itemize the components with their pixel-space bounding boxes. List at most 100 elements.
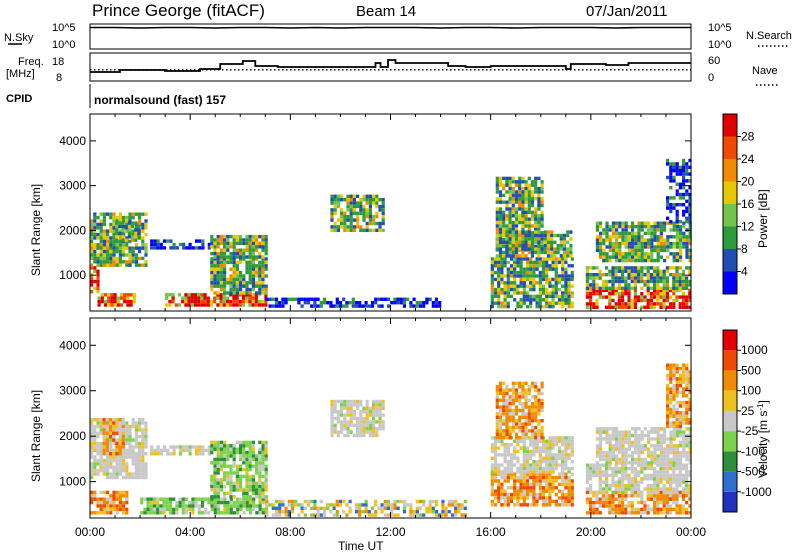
- power-cell-region-8: [434, 304, 439, 308]
- velocity-cell-region-5: [216, 464, 220, 468]
- velocity-cell-region-5: [219, 484, 223, 489]
- velocity-cell-region-7: [375, 420, 379, 424]
- velocity-cell-region-12: [678, 480, 682, 484]
- power-cell-region-0: [96, 276, 100, 280]
- power-cell-region-14: [656, 269, 660, 273]
- power-cell-region-11: [557, 260, 562, 265]
- velocity-cell-region-11: [617, 511, 621, 515]
- velocity-cell-region-6: [409, 506, 413, 510]
- velocity-cell-region-5: [261, 474, 265, 479]
- power-cell-region-14: [665, 283, 669, 287]
- power-cell-region-9: [356, 221, 360, 226]
- velocity-cell-region-7: [359, 430, 363, 434]
- power-cell-region-11: [519, 257, 523, 261]
- power-cell-region-11: [548, 291, 552, 295]
- power-cell-region-14: [662, 273, 666, 277]
- power-cell-region-15: [611, 241, 615, 246]
- velocity-cell-region-8: [490, 486, 494, 490]
- velocity-cell-region-6: [374, 513, 378, 517]
- velocity-cell-region-13: [634, 457, 638, 462]
- power-cell-region-11: [522, 291, 526, 295]
- power-cell-region-10: [530, 193, 535, 198]
- velocity-cell-region-8: [532, 499, 536, 504]
- power-cell-region-15: [688, 258, 692, 263]
- velocity-cell-region-12: [643, 477, 647, 481]
- velocity-cell-region-11: [656, 504, 660, 508]
- power-cell-region-13: [675, 298, 679, 303]
- velocity-cell-region-2: [118, 428, 122, 432]
- power-cell-region-10: [527, 200, 531, 204]
- velocity-cell-region-11: [630, 494, 634, 498]
- velocity-cell-region-1: [125, 465, 129, 469]
- power-cell-region-3: [124, 238, 128, 242]
- velocity-cell-region-13: [599, 427, 603, 431]
- velocity-cell-region-1: [93, 431, 97, 435]
- velocity-cell-region-8: [497, 486, 501, 490]
- velocity-cell-region-4: [239, 497, 243, 501]
- velocity-cell-region-11: [675, 497, 679, 501]
- velocity-cell-region-10: [505, 385, 509, 389]
- power-cell-region-1: [112, 239, 116, 244]
- velocity-cell-region-4: [165, 507, 169, 512]
- power-cell-region-15: [615, 235, 619, 239]
- power-cell-region-11: [522, 267, 526, 271]
- power-cell-region-6: [255, 291, 259, 295]
- velocity-cell-region-11: [601, 494, 605, 498]
- power-cell-region-12: [550, 250, 554, 255]
- velocity-cell-region-10: [505, 419, 509, 423]
- velocity-cell-region-11: [624, 497, 628, 501]
- velocity-cell-region-7: [365, 430, 369, 434]
- velocity-cell-region-5: [258, 447, 262, 451]
- velocity-cell-region-5: [261, 495, 265, 499]
- power-cell-region-9: [372, 215, 376, 219]
- power-cell-region-5: [213, 299, 217, 304]
- velocity-cell-region-7: [368, 406, 372, 410]
- power-cell-region-14: [627, 266, 631, 270]
- velocity-cell-region-0: [125, 511, 129, 515]
- power-cell-region-7: [213, 241, 217, 246]
- velocity-cell-region-7: [349, 430, 353, 434]
- velocity-cell-region-8: [567, 489, 571, 493]
- power-cell-region-14: [640, 273, 644, 277]
- power-cell-region-9: [381, 221, 385, 226]
- power-cell-region-5: [171, 299, 175, 304]
- power-cell-region-12: [498, 237, 503, 241]
- power-cell-region-12: [559, 244, 563, 248]
- power-cell-region-7: [248, 255, 252, 259]
- velocity-cell-region-10: [530, 425, 535, 430]
- velocity-cell-region-8: [490, 475, 494, 480]
- velocity-cell-region-8: [551, 489, 555, 493]
- power-cell-region-12: [537, 244, 541, 248]
- power-cell-region-15: [647, 255, 651, 259]
- power-cell-region-16: [675, 169, 679, 173]
- power-cell-region-15: [647, 241, 651, 246]
- power-cell-region-1: [122, 249, 126, 254]
- power-cell-region-1: [93, 232, 97, 237]
- power-cell-region-11: [490, 274, 494, 278]
- power-y-axis-label: Slant Range [km]: [29, 184, 43, 276]
- velocity-cell-region-10: [498, 405, 503, 409]
- power-cell-region-10: [495, 186, 499, 191]
- power-cell-region-15: [611, 231, 615, 236]
- velocity-cell-region-8: [503, 472, 507, 476]
- velocity-cell-region-13: [631, 457, 635, 462]
- power-cell-region-10: [534, 180, 538, 184]
- velocity-cell-region-12: [643, 466, 647, 471]
- power-cell-region-13: [624, 305, 628, 309]
- velocity-cell-region-5: [245, 474, 249, 479]
- power-cell-region-5: [193, 303, 198, 307]
- velocity-cell-region-11: [662, 497, 666, 501]
- power-cell-region-2: [129, 299, 133, 304]
- power-cell-region-11: [538, 260, 542, 265]
- power-cell-region-11: [541, 274, 546, 278]
- velocity-cell-region-3: [182, 445, 186, 449]
- velocity-cell-region-12: [608, 463, 612, 467]
- power-cell-region-12: [530, 237, 535, 241]
- power-cell-region-9: [368, 204, 372, 209]
- velocity-cell-region-4: [204, 507, 208, 512]
- velocity-cell-region-4: [149, 497, 153, 501]
- velocity-cell-region-8: [545, 503, 549, 507]
- velocity-cell-region-12: [630, 480, 634, 484]
- velocity-cell-region-6: [428, 510, 432, 514]
- power-cell-region-8: [351, 297, 355, 301]
